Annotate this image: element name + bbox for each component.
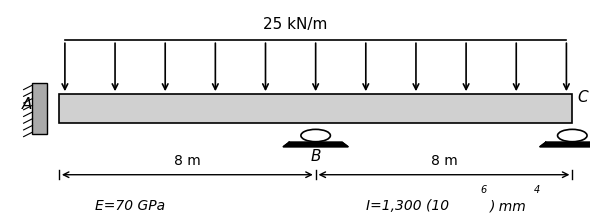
Ellipse shape (558, 129, 587, 142)
Text: 4: 4 (534, 185, 540, 195)
Polygon shape (540, 142, 590, 147)
Text: 8 m: 8 m (174, 154, 201, 168)
Bar (59, 94, 572, 123)
Text: 25 kN/m: 25 kN/m (263, 17, 327, 32)
Text: 8 m: 8 m (431, 154, 457, 168)
Polygon shape (283, 142, 348, 147)
Ellipse shape (301, 129, 330, 142)
Text: I=1,300 (10: I=1,300 (10 (366, 199, 449, 213)
Text: 6: 6 (481, 185, 487, 195)
Text: ) mm: ) mm (490, 199, 526, 213)
Bar (32, 83, 47, 134)
Text: E=70 GPa: E=70 GPa (95, 199, 165, 213)
Text: A: A (21, 97, 32, 112)
Text: C: C (578, 90, 588, 105)
Text: B: B (310, 149, 321, 164)
